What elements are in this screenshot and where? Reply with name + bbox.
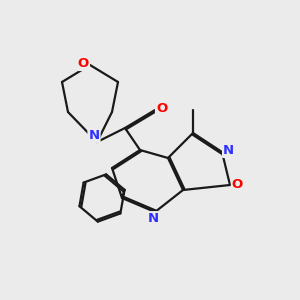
Text: O: O <box>232 178 243 191</box>
Text: N: N <box>88 129 100 142</box>
Text: O: O <box>78 57 89 70</box>
Text: O: O <box>156 102 167 115</box>
Text: N: N <box>148 212 159 225</box>
Text: N: N <box>223 144 234 157</box>
